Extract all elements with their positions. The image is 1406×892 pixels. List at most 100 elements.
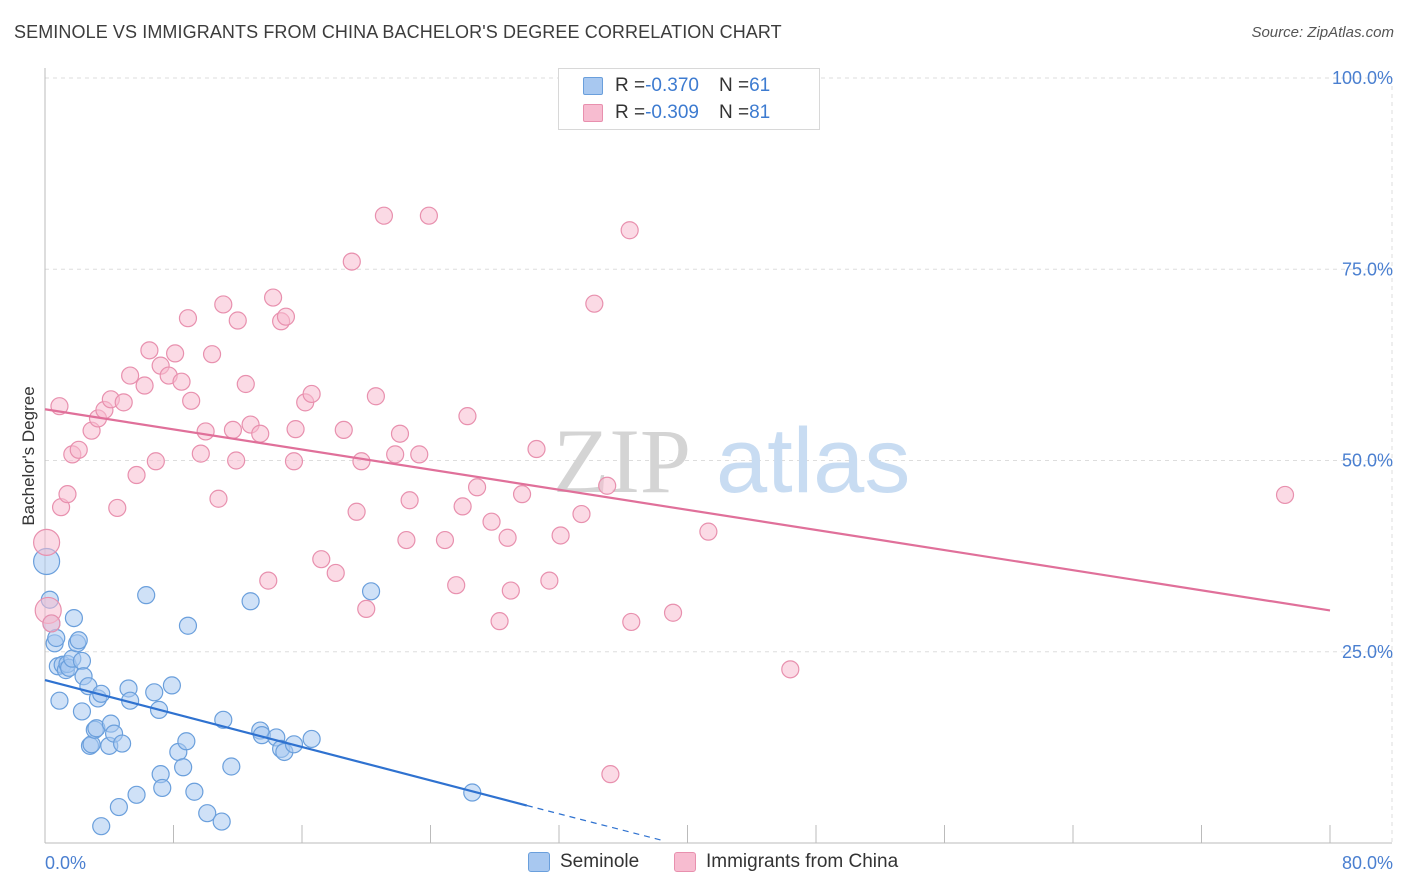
china-point bbox=[358, 600, 375, 617]
china-point bbox=[204, 346, 221, 363]
seminole-point bbox=[179, 617, 196, 634]
legend-item-china[interactable]: Immigrants from China bbox=[674, 851, 898, 873]
china-point bbox=[285, 453, 302, 470]
china-point bbox=[391, 425, 408, 442]
y-tick-labels: 100.0%75.0%50.0%25.0% bbox=[1332, 68, 1393, 662]
china-point bbox=[599, 477, 616, 494]
china-point bbox=[353, 453, 370, 470]
data-points bbox=[34, 207, 1294, 834]
china-point bbox=[260, 572, 277, 589]
n-label: N = bbox=[719, 75, 749, 97]
seminole-point bbox=[303, 730, 320, 747]
china-point bbox=[343, 253, 360, 270]
china-point bbox=[602, 766, 619, 783]
legend-label-seminole: Seminole bbox=[560, 851, 639, 873]
seminole-point bbox=[223, 758, 240, 775]
china-point bbox=[782, 661, 799, 678]
china-point bbox=[514, 486, 531, 503]
china-point bbox=[552, 527, 569, 544]
china-point bbox=[197, 423, 214, 440]
china-point bbox=[70, 441, 87, 458]
seminole-point bbox=[128, 786, 145, 803]
seminole-point bbox=[146, 684, 163, 701]
n-value: 81 bbox=[749, 102, 770, 124]
china-point bbox=[147, 453, 164, 470]
china-point bbox=[454, 498, 471, 515]
seminole-point bbox=[73, 703, 90, 720]
china-point bbox=[459, 408, 476, 425]
china-point bbox=[448, 577, 465, 594]
china-point bbox=[491, 613, 508, 630]
china-point bbox=[122, 367, 139, 384]
seminole-point bbox=[186, 783, 203, 800]
china-swatch bbox=[583, 104, 603, 122]
china-point bbox=[621, 222, 638, 239]
china-point bbox=[387, 446, 404, 463]
china-point bbox=[1277, 486, 1294, 503]
china-point bbox=[303, 385, 320, 402]
seminole-swatch bbox=[583, 77, 603, 95]
china-point bbox=[375, 207, 392, 224]
china-point bbox=[115, 394, 132, 411]
china-point bbox=[265, 289, 282, 306]
china-legend-swatch bbox=[674, 852, 696, 872]
seminole-point bbox=[363, 583, 380, 600]
china-point bbox=[327, 564, 344, 581]
n-value: 61 bbox=[749, 75, 770, 97]
n-label: N = bbox=[719, 102, 749, 124]
seminole-point bbox=[242, 593, 259, 610]
seminole-point bbox=[51, 692, 68, 709]
china-point bbox=[229, 312, 246, 329]
china-point bbox=[109, 499, 126, 516]
china-point bbox=[502, 582, 519, 599]
y-tick-label: 75.0% bbox=[1342, 259, 1393, 279]
china-point bbox=[136, 377, 153, 394]
china-point bbox=[192, 445, 209, 462]
seminole-point bbox=[175, 759, 192, 776]
china-point bbox=[665, 604, 682, 621]
china-point bbox=[252, 425, 269, 442]
china-point bbox=[167, 345, 184, 362]
legend-item-seminole[interactable]: Seminole bbox=[528, 851, 639, 873]
china-point bbox=[483, 513, 500, 530]
stats-legend-row-china: R = -0.309 N = 81 bbox=[583, 101, 770, 125]
seminole-point bbox=[213, 813, 230, 830]
y-axis-title: Bachelor's Degree bbox=[19, 386, 38, 525]
seminole-point bbox=[73, 652, 90, 669]
china-point bbox=[287, 421, 304, 438]
china-point bbox=[541, 572, 558, 589]
china-point bbox=[141, 342, 158, 359]
china-point bbox=[420, 207, 437, 224]
china-point bbox=[411, 446, 428, 463]
china-point bbox=[224, 421, 241, 438]
china-point bbox=[700, 523, 717, 540]
seminole-point bbox=[138, 587, 155, 604]
legend-label-china: Immigrants from China bbox=[706, 851, 898, 873]
china-point bbox=[528, 441, 545, 458]
seminole-point bbox=[178, 733, 195, 750]
r-value: -0.309 bbox=[645, 102, 699, 124]
china-point bbox=[313, 551, 330, 568]
china-point bbox=[573, 506, 590, 523]
china-point bbox=[210, 490, 227, 507]
china-point bbox=[277, 308, 294, 325]
china-point bbox=[367, 388, 384, 405]
china-point bbox=[179, 310, 196, 327]
r-label: R = bbox=[615, 102, 645, 124]
china-point bbox=[183, 392, 200, 409]
china-point bbox=[586, 295, 603, 312]
china-point bbox=[215, 296, 232, 313]
china-point bbox=[173, 373, 190, 390]
seminole-legend-swatch bbox=[528, 852, 550, 872]
y-tick-label: 25.0% bbox=[1342, 642, 1393, 662]
seminole-point bbox=[154, 779, 171, 796]
seminole-points bbox=[34, 548, 481, 834]
seminole-trend-extension bbox=[527, 806, 664, 841]
watermark-atlas: atlas bbox=[716, 410, 910, 512]
china-point bbox=[401, 492, 418, 509]
china-point bbox=[623, 613, 640, 630]
r-label: R = bbox=[615, 75, 645, 97]
series-legend: Seminole Immigrants from China bbox=[0, 851, 1406, 877]
china-point bbox=[398, 532, 415, 549]
